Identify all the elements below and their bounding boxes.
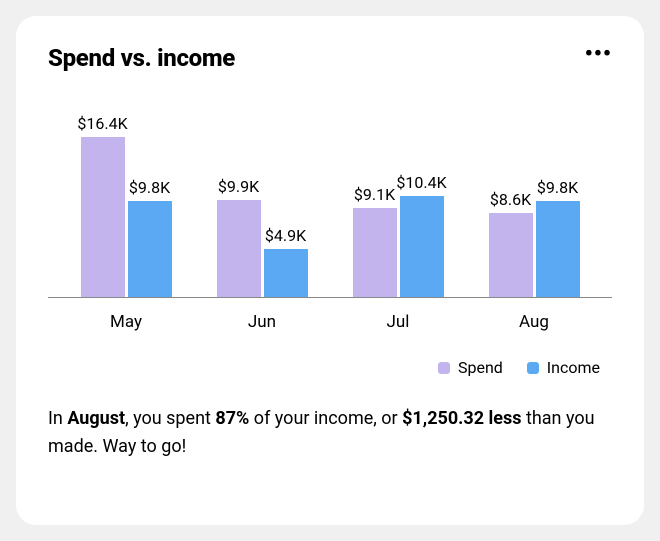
spend-bar-value-label: $9.9K: [218, 177, 259, 196]
summary-percent: 87%: [215, 408, 249, 429]
bar-group: $9.9K$4.9K: [194, 200, 330, 297]
summary-amount: $1,250.32 less: [402, 408, 521, 429]
summary-text: In August, you spent 87% of your income,…: [48, 405, 612, 461]
spend-vs-income-card: Spend vs. income ••• $16.4K$9.8K$9.9K$4.…: [16, 16, 644, 525]
bar-group: $16.4K$9.8K: [58, 137, 194, 297]
spend-bar: $9.9K: [217, 200, 261, 297]
income-bar-value-label: $9.8K: [129, 178, 170, 197]
chart-bars: $16.4K$9.8K$9.9K$4.9K$9.1K$10.4K$8.6K$9.…: [48, 108, 612, 298]
income-bar-value-label: $9.8K: [537, 178, 578, 197]
summary-mid2: of your income, or: [249, 408, 402, 429]
spend-bar-value-label: $8.6K: [490, 190, 531, 209]
summary-month: August: [67, 408, 125, 429]
income-bar: $4.9K: [264, 249, 308, 297]
legend-label: Income: [547, 358, 600, 377]
spend-income-chart: $16.4K$9.8K$9.9K$4.9K$9.1K$10.4K$8.6K$9.…: [48, 108, 612, 328]
spend-bar: $16.4K: [81, 137, 125, 297]
category-label: Jul: [330, 312, 466, 332]
legend-swatch-icon: [527, 362, 539, 374]
spend-bar-value-label: $9.1K: [354, 185, 395, 204]
more-options-icon[interactable]: •••: [585, 44, 612, 66]
legend-item-spend: Spend: [438, 358, 503, 377]
summary-prefix: In: [48, 408, 67, 429]
bar-group: $8.6K$9.8K: [466, 201, 602, 297]
legend-label: Spend: [458, 358, 503, 377]
legend-item-income: Income: [527, 358, 600, 377]
category-label: Aug: [466, 312, 602, 332]
category-label: May: [58, 312, 194, 332]
spend-bar: $9.1K: [353, 208, 397, 297]
income-bar: $10.4K: [400, 196, 444, 297]
card-header: Spend vs. income •••: [48, 44, 612, 72]
income-bar-value-label: $10.4K: [396, 173, 446, 192]
income-bar: $9.8K: [536, 201, 580, 297]
card-title: Spend vs. income: [48, 44, 235, 72]
spend-bar: $8.6K: [489, 213, 533, 297]
chart-category-axis: MayJunJulAug: [48, 312, 612, 332]
income-bar-value-label: $4.9K: [265, 226, 306, 245]
bar-group: $9.1K$10.4K: [330, 196, 466, 297]
legend-swatch-icon: [438, 362, 450, 374]
category-label: Jun: [194, 312, 330, 332]
income-bar: $9.8K: [128, 201, 172, 297]
chart-legend: Spend Income: [48, 358, 612, 377]
summary-mid1: , you spent: [125, 408, 215, 429]
spend-bar-value-label: $16.4K: [77, 114, 127, 133]
